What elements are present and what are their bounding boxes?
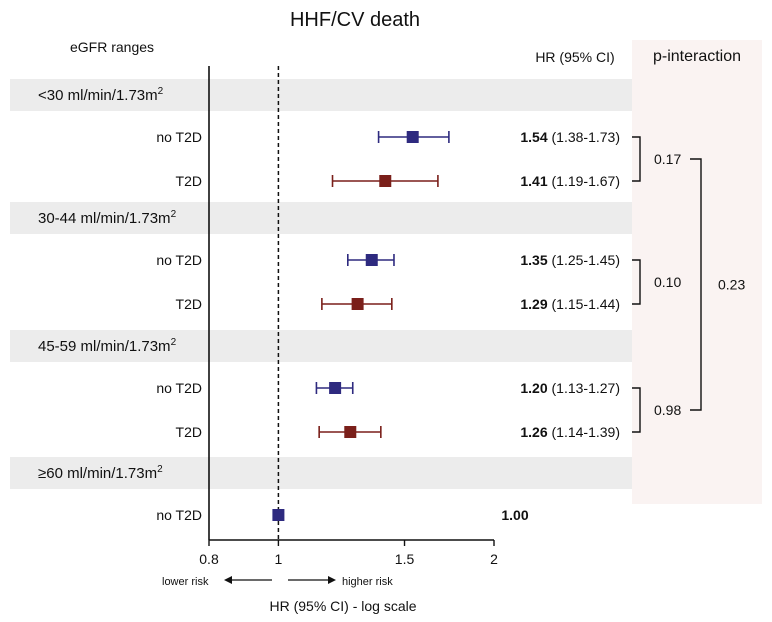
row-label: no T2D: [156, 129, 202, 145]
p-interaction-value: 0.10: [654, 274, 681, 290]
hr-ci: (1.19-1.67): [548, 173, 620, 189]
interaction-bracket: [632, 136, 641, 182]
lower-risk-arrowhead: [224, 576, 232, 584]
group-label-superscript: 2: [171, 209, 177, 220]
point-estimate: [379, 175, 392, 187]
x-tick-label: 1: [275, 551, 283, 567]
hr-value: 1.29 (1.15-1.44): [520, 296, 620, 312]
row-label: T2D: [176, 173, 202, 189]
hr-value: 1.35 (1.25-1.45): [520, 252, 620, 268]
x-tick-label: 1.5: [395, 551, 415, 567]
group-bands: [10, 79, 721, 489]
group-band: [10, 330, 721, 362]
plot-text: <30 ml/min/1.73m2 no T2D 1.54 (1.38-1.73) T…: [38, 86, 620, 523]
x-tick-label: 2: [490, 551, 498, 567]
row-label: no T2D: [156, 380, 202, 396]
x-axis-title: HR (95% CI) - log scale: [269, 598, 416, 614]
point-estimate: [329, 382, 342, 394]
hr-value: 1.00: [501, 507, 528, 523]
higher-risk-label: higher risk: [342, 576, 393, 588]
group-band: [10, 79, 721, 111]
group-band: [10, 457, 721, 489]
group-label-superscript: 2: [158, 86, 164, 97]
group-label: 45-59 ml/min/1.73m2: [38, 337, 177, 355]
group-label: ≥60 ml/min/1.73m2: [38, 464, 163, 482]
p-interaction-value: 0.17: [654, 151, 681, 167]
x-tick-label: 0.8: [199, 551, 219, 567]
p-interaction-header: p-interaction: [653, 48, 741, 65]
point-estimate: [406, 131, 419, 143]
p-interaction-value: 0.98: [654, 402, 681, 418]
point-estimate: [272, 509, 285, 521]
hr-value: 1.26 (1.14-1.39): [520, 424, 620, 440]
row-label: T2D: [176, 296, 202, 312]
group-label: 30-44 ml/min/1.73m2: [38, 209, 177, 227]
point-estimate: [344, 426, 357, 438]
hr-value: 1.54 (1.38-1.73): [520, 129, 620, 145]
higher-risk-arrowhead: [328, 576, 336, 584]
group-label: <30 ml/min/1.73m2: [38, 86, 164, 104]
hr-value: 1.41 (1.19-1.67): [520, 173, 620, 189]
hr-ci: (1.13-1.27): [548, 380, 620, 396]
group-label-superscript: 2: [157, 464, 163, 475]
hr-value: 1.20 (1.13-1.27): [520, 380, 620, 396]
group-label-superscript: 2: [171, 337, 177, 348]
x-axis: 0.8 1 1.5 2: [199, 66, 498, 584]
hr-estimate: 1.20: [520, 380, 547, 396]
hr-estimate: 1.26: [520, 424, 547, 440]
row-label: no T2D: [156, 252, 202, 268]
point-estimate: [365, 254, 378, 266]
hr-estimate: 1.29: [520, 296, 547, 312]
hr-estimate: 1.54: [520, 129, 547, 145]
row-label: no T2D: [156, 507, 202, 523]
hr-ci: (1.14-1.39): [548, 424, 620, 440]
hr-estimate: 1.35: [520, 252, 547, 268]
lower-risk-label: lower risk: [162, 576, 209, 588]
interaction-panel: [632, 40, 762, 504]
point-estimate: [351, 298, 364, 310]
group-band: [10, 202, 721, 234]
plot-marks: [272, 131, 450, 521]
overall-p-interaction: 0.23: [718, 277, 745, 293]
hr-column-header: HR (95% CI): [535, 49, 614, 65]
interaction-bracket: [632, 387, 641, 433]
hr-estimate: 1.41: [520, 173, 547, 189]
hr-ci: (1.25-1.45): [548, 252, 620, 268]
row-header: eGFR ranges: [70, 39, 154, 55]
chart-title: HHF/CV death: [290, 9, 420, 31]
hr-ci: (1.38-1.73): [548, 129, 620, 145]
interaction-bracket: [632, 259, 641, 305]
hr-ci: (1.15-1.44): [548, 296, 620, 312]
overall-interaction-bracket: [690, 158, 702, 411]
row-label: T2D: [176, 424, 202, 440]
interaction-brackets: 0.17 0.10 0.98 0.23: [632, 136, 745, 433]
